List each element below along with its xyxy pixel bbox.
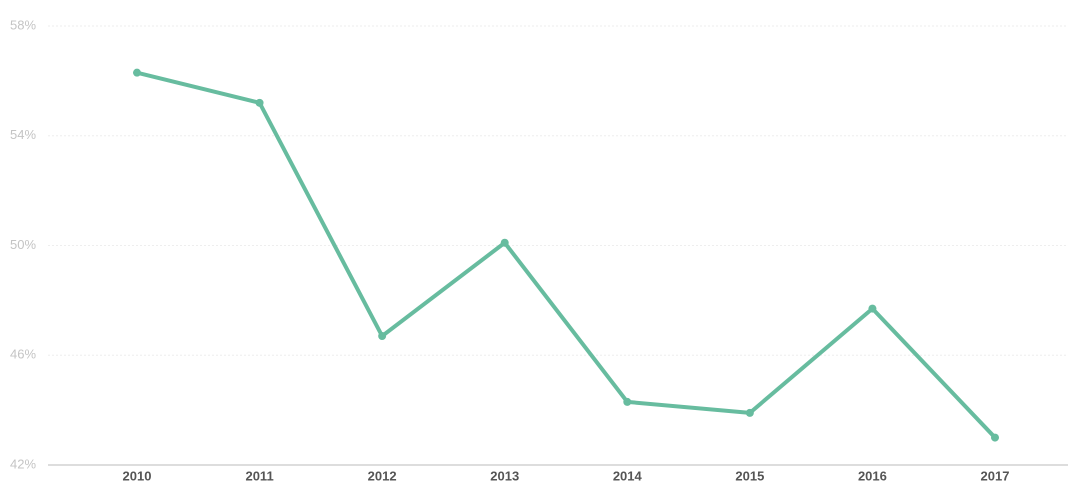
x-tick-label: 2012 <box>368 468 397 483</box>
point <box>133 68 141 77</box>
x-tick-label: 2011 <box>245 468 273 483</box>
point <box>868 304 877 313</box>
point <box>991 433 999 442</box>
y-tick-label: 46% <box>10 347 36 362</box>
point <box>623 397 632 406</box>
x-tick-label: 2016 <box>858 468 887 483</box>
x-tick-label: 2014 <box>613 468 643 483</box>
x-tick-label: 2015 <box>735 468 764 483</box>
y-tick-label: 54% <box>10 127 36 142</box>
y-tick-label: 42% <box>10 456 36 471</box>
x-tick-label: 2010 <box>123 468 152 483</box>
line <box>136 70 997 439</box>
y-tick-label: 58% <box>10 17 36 32</box>
point <box>745 408 754 417</box>
x-tick-label: 2017 <box>981 468 1010 483</box>
y-tick-label: 50% <box>10 237 36 252</box>
point <box>378 332 387 341</box>
point <box>255 98 264 107</box>
x-tick-label: 2013 <box>490 468 519 483</box>
point <box>500 238 509 247</box>
